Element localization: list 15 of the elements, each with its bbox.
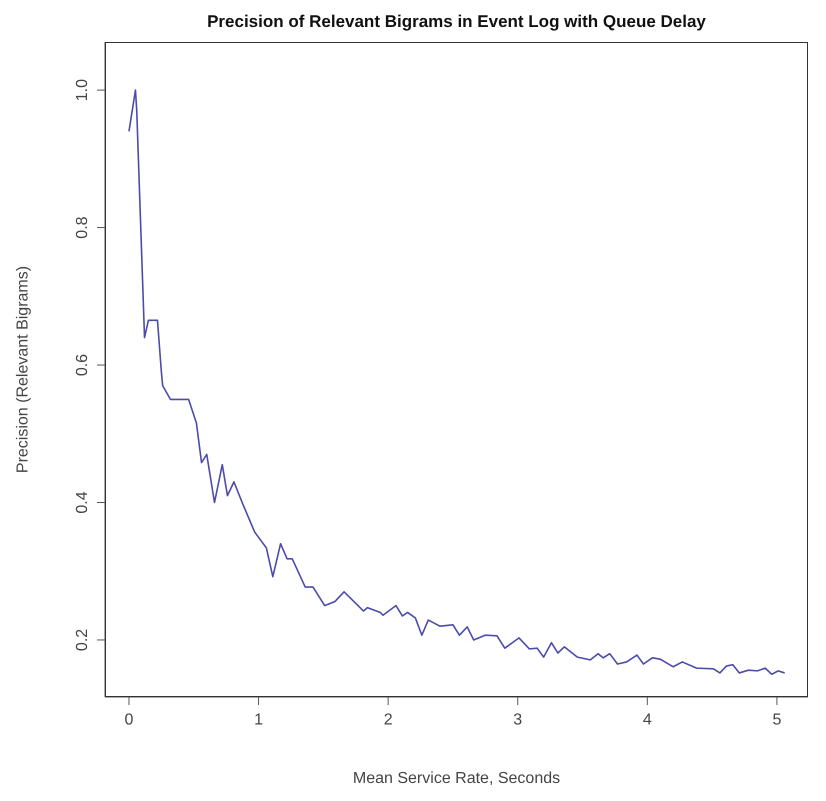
y-tick-label: 1.0 xyxy=(74,78,91,102)
x-axis-title: Mean Service Rate, Seconds xyxy=(352,770,560,787)
y-tick-label: 0.8 xyxy=(74,216,91,239)
y-tick-label: 0.2 xyxy=(74,628,91,652)
x-tick-label: 0 xyxy=(124,711,134,728)
x-tick-label: 5 xyxy=(772,711,782,728)
x-tick-label: 3 xyxy=(513,711,522,728)
y-tick-label: 0.4 xyxy=(74,491,91,514)
y-tick-label: 0.6 xyxy=(74,354,91,376)
x-tick-label: 2 xyxy=(384,711,393,728)
y-axis-title: Precision (Relevant Bigrams) xyxy=(14,266,32,474)
chart-title: Precision of Relevant Bigrams in Event Log with Queue Delay xyxy=(206,12,707,32)
x-tick-label: 1 xyxy=(254,711,264,728)
line-series xyxy=(128,89,786,676)
x-tick-label: 4 xyxy=(642,711,652,728)
